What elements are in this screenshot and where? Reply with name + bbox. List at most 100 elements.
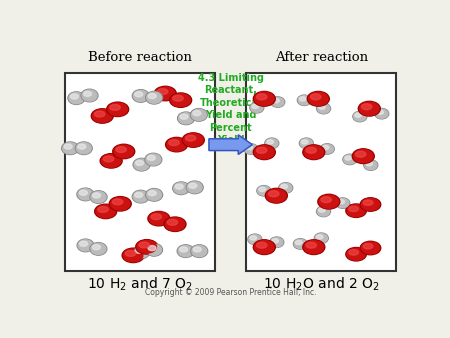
Ellipse shape xyxy=(253,91,275,106)
Ellipse shape xyxy=(256,94,267,100)
Ellipse shape xyxy=(91,192,106,202)
Ellipse shape xyxy=(78,189,93,200)
Ellipse shape xyxy=(102,154,121,167)
Ellipse shape xyxy=(135,192,143,197)
Ellipse shape xyxy=(78,144,86,149)
Ellipse shape xyxy=(302,140,308,144)
Ellipse shape xyxy=(309,92,328,105)
Ellipse shape xyxy=(81,89,98,102)
Ellipse shape xyxy=(297,95,311,105)
Ellipse shape xyxy=(96,205,115,218)
Ellipse shape xyxy=(265,138,279,148)
Ellipse shape xyxy=(94,111,105,117)
Ellipse shape xyxy=(148,191,156,196)
Ellipse shape xyxy=(319,208,325,212)
Ellipse shape xyxy=(354,112,366,121)
Ellipse shape xyxy=(164,217,186,232)
Ellipse shape xyxy=(158,89,168,95)
Ellipse shape xyxy=(303,240,325,255)
Ellipse shape xyxy=(293,239,307,249)
Bar xyxy=(65,73,215,271)
Ellipse shape xyxy=(249,235,261,244)
Ellipse shape xyxy=(272,97,284,106)
Ellipse shape xyxy=(354,150,373,163)
Ellipse shape xyxy=(186,181,203,194)
Ellipse shape xyxy=(80,241,88,246)
Ellipse shape xyxy=(306,242,316,248)
Ellipse shape xyxy=(252,104,258,108)
Text: $10\ \mathrm{H_2}\ \mathrm{and}\ 7\ \mathrm{O_2}$: $10\ \mathrm{H_2}\ \mathrm{and}\ 7\ \mat… xyxy=(87,276,193,293)
Ellipse shape xyxy=(136,240,158,254)
Text: Before reaction: Before reaction xyxy=(88,51,192,64)
Ellipse shape xyxy=(167,138,186,151)
Ellipse shape xyxy=(253,240,275,255)
Ellipse shape xyxy=(295,240,302,245)
Ellipse shape xyxy=(64,144,72,149)
Ellipse shape xyxy=(317,104,330,113)
Ellipse shape xyxy=(78,240,93,251)
Ellipse shape xyxy=(352,149,374,164)
Ellipse shape xyxy=(255,92,274,105)
Ellipse shape xyxy=(92,245,100,250)
Ellipse shape xyxy=(148,212,170,226)
Ellipse shape xyxy=(90,243,107,255)
Ellipse shape xyxy=(133,159,150,171)
Ellipse shape xyxy=(110,104,120,110)
Ellipse shape xyxy=(70,94,78,99)
Ellipse shape xyxy=(133,90,148,101)
Ellipse shape xyxy=(148,246,156,251)
Ellipse shape xyxy=(322,145,329,150)
Ellipse shape xyxy=(166,137,188,152)
Ellipse shape xyxy=(337,198,349,208)
Ellipse shape xyxy=(165,218,184,231)
Ellipse shape xyxy=(336,198,350,208)
Ellipse shape xyxy=(355,113,361,117)
Ellipse shape xyxy=(134,159,149,170)
FancyArrow shape xyxy=(209,135,252,154)
Text: $10\ \mathrm{H_2O}\ \mathrm{and}\ 2\ \mathrm{O_2}$: $10\ \mathrm{H_2O}\ \mathrm{and}\ 2\ \ma… xyxy=(263,276,380,293)
Ellipse shape xyxy=(251,103,263,112)
Ellipse shape xyxy=(346,247,366,261)
Ellipse shape xyxy=(123,249,143,262)
Ellipse shape xyxy=(257,186,271,196)
Ellipse shape xyxy=(320,144,334,154)
Ellipse shape xyxy=(281,185,288,189)
Ellipse shape xyxy=(193,111,201,116)
Ellipse shape xyxy=(174,183,189,194)
Ellipse shape xyxy=(347,205,365,217)
Ellipse shape xyxy=(132,246,149,259)
Ellipse shape xyxy=(191,109,206,120)
Ellipse shape xyxy=(76,143,91,154)
Ellipse shape xyxy=(114,145,133,158)
Ellipse shape xyxy=(317,207,330,216)
Ellipse shape xyxy=(137,241,157,253)
Ellipse shape xyxy=(193,247,201,252)
Ellipse shape xyxy=(363,200,373,206)
Ellipse shape xyxy=(375,108,389,119)
Ellipse shape xyxy=(148,94,156,99)
Ellipse shape xyxy=(149,212,169,225)
Ellipse shape xyxy=(179,113,194,124)
Ellipse shape xyxy=(192,246,207,257)
Ellipse shape xyxy=(84,91,91,96)
Ellipse shape xyxy=(93,110,112,122)
Ellipse shape xyxy=(167,219,178,225)
Ellipse shape xyxy=(300,139,312,148)
Ellipse shape xyxy=(267,189,286,202)
Ellipse shape xyxy=(151,214,162,220)
Ellipse shape xyxy=(191,245,208,258)
Ellipse shape xyxy=(146,189,162,201)
Ellipse shape xyxy=(319,195,338,208)
Ellipse shape xyxy=(189,183,197,188)
Ellipse shape xyxy=(113,144,135,159)
Ellipse shape xyxy=(100,154,122,168)
Ellipse shape xyxy=(79,190,87,195)
Ellipse shape xyxy=(90,191,107,203)
Ellipse shape xyxy=(361,242,379,254)
Ellipse shape xyxy=(364,160,378,170)
Ellipse shape xyxy=(363,243,373,249)
Ellipse shape xyxy=(77,239,94,252)
Ellipse shape xyxy=(267,140,274,144)
Ellipse shape xyxy=(316,235,323,239)
Ellipse shape xyxy=(259,187,266,192)
